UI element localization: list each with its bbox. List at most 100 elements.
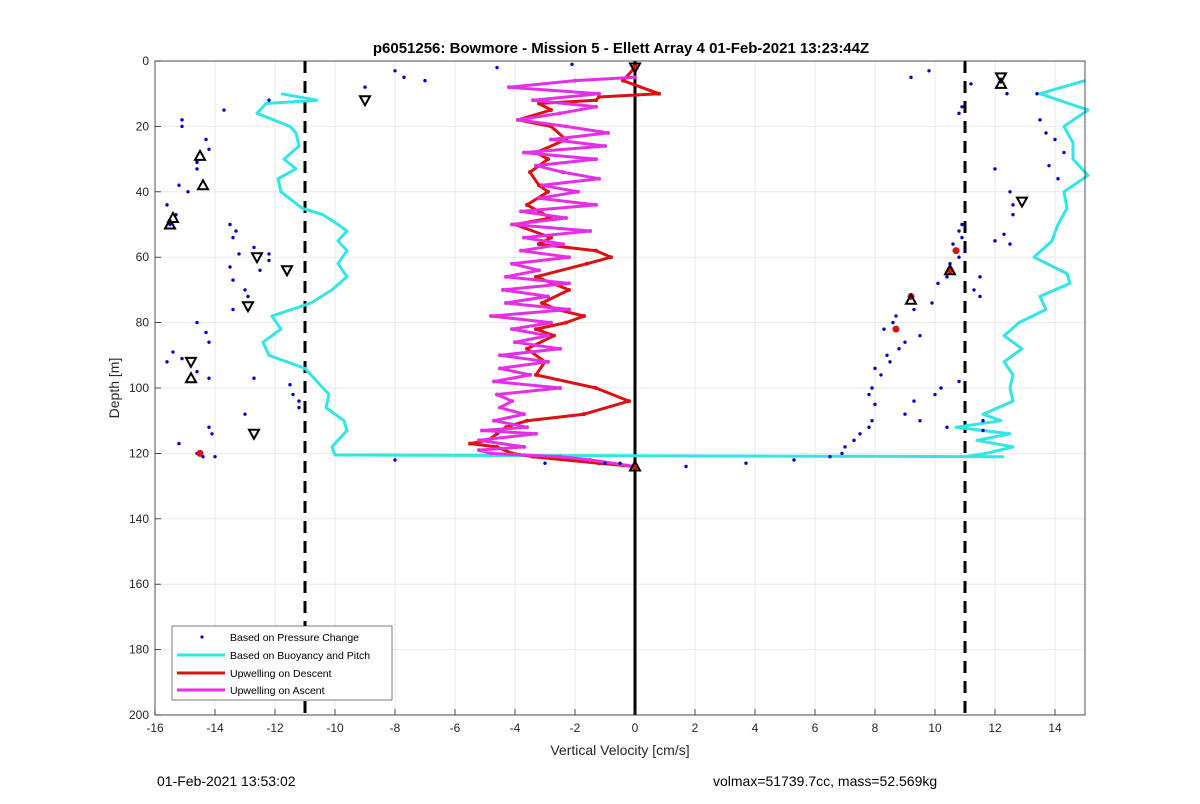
pressure-change-point <box>903 412 907 416</box>
ascent-series-point <box>525 425 529 430</box>
pressure-change-point <box>870 386 874 390</box>
chart-title: p6051256: Bowmore - Mission 5 - Ellett A… <box>373 40 869 57</box>
pressure-change-point <box>867 392 871 397</box>
red-dot-marker <box>196 449 204 457</box>
y-tick-label: 140 <box>129 512 149 526</box>
triangle-up-marker <box>193 148 207 161</box>
y-tick-label: 160 <box>129 577 149 591</box>
pressure-change-point <box>936 281 940 286</box>
ascent-series-point <box>513 340 517 345</box>
pressure-change-point <box>228 222 232 227</box>
ascent-series-point <box>588 457 592 462</box>
triangle-up-marker <box>994 76 1008 89</box>
pressure-change-point <box>267 252 271 256</box>
x-tick-label: -12 <box>266 721 284 735</box>
ascent-series-point <box>606 130 610 135</box>
ascent-series-point <box>546 333 550 338</box>
descent-series-point <box>537 242 541 247</box>
red-dot-marker <box>952 247 960 255</box>
descent-series-point <box>534 372 538 377</box>
y-tick-label: 20 <box>136 119 150 133</box>
descent-series-point <box>534 274 538 279</box>
x-tick-label: 12 <box>988 721 1002 735</box>
descent-series-point <box>549 108 553 113</box>
ascent-series-point <box>531 98 535 103</box>
descent-series-point <box>567 287 571 292</box>
ascent-series-point <box>477 438 481 443</box>
pressure-change-point <box>207 147 211 151</box>
pressure-change-point <box>210 432 214 436</box>
descent-series-point <box>585 261 589 266</box>
pressure-change-point <box>978 294 982 299</box>
pressure-change-point <box>207 340 211 344</box>
descent-series-point <box>537 101 541 106</box>
pressure-change-point <box>957 255 961 259</box>
descent-series-point <box>582 412 586 417</box>
x-tick-label: -14 <box>206 721 224 735</box>
pressure-change-point <box>1002 232 1006 237</box>
ascent-series-point <box>480 428 484 433</box>
legend-label-pressure: Based on Pressure Change <box>230 632 359 644</box>
pressure-change-point <box>840 451 844 456</box>
pressure-change-point <box>879 373 883 377</box>
pressure-change-point <box>684 464 688 469</box>
pressure-change-point <box>252 376 256 380</box>
descent-series-point <box>621 78 625 83</box>
ascent-series-point <box>540 183 544 188</box>
pressure-change-point <box>228 265 232 269</box>
pressure-change-point <box>927 69 931 73</box>
pressure-change-point <box>207 425 211 429</box>
ascent-series-point <box>510 261 514 266</box>
descent-series-point <box>540 300 544 305</box>
pressure-change-point <box>1056 177 1060 181</box>
pressure-change-point <box>231 307 235 312</box>
ascent-series-point <box>489 451 493 456</box>
ascent-series-point <box>561 170 565 175</box>
x-tick-label: 14 <box>1048 721 1062 735</box>
descent-series-point <box>597 94 601 99</box>
x-tick-label: -16 <box>146 721 164 735</box>
ascent-series-point <box>546 294 550 299</box>
pressure-change-point <box>1044 131 1048 135</box>
ascent-series-point <box>510 222 514 227</box>
ascent-series-point <box>519 248 523 253</box>
descent-series-point <box>609 255 613 260</box>
descent-series-point <box>546 189 550 194</box>
ascent-series-point <box>558 346 562 351</box>
ascent-series-point <box>594 104 598 109</box>
ascent-series-point <box>522 412 526 417</box>
triangle-up-marker <box>904 292 918 305</box>
reference-lines <box>303 61 967 715</box>
ascent-series-point <box>594 157 598 162</box>
pressure-change-point <box>951 242 955 246</box>
pressure-change-point <box>204 330 208 335</box>
pressure-change-point <box>858 432 862 436</box>
buoyancy-series-line <box>255 92 1005 459</box>
pressure-change-point <box>204 137 208 142</box>
ascent-series-point <box>477 448 481 453</box>
pressure-change-point <box>903 340 907 344</box>
triangle-up-marker <box>943 263 957 276</box>
pressure-change-point <box>195 320 199 325</box>
pressure-change-point <box>939 386 943 390</box>
footer-timestamp: 01-Feb-2021 13:53:02 <box>157 773 296 789</box>
pressure-change-point <box>1062 150 1066 155</box>
pressure-change-point <box>852 438 856 443</box>
pressure-change-point <box>957 379 961 384</box>
data-series <box>165 62 1090 469</box>
descent-series-point <box>552 333 556 338</box>
ascent-series-point <box>519 209 523 214</box>
pressure-change-point <box>963 248 967 253</box>
triangle-up-marker <box>196 178 210 191</box>
pressure-change-point <box>267 98 271 102</box>
pressure-change-point <box>180 124 184 129</box>
descent-series-point <box>525 418 529 423</box>
pressure-change-point <box>933 392 937 397</box>
pressure-change-point <box>912 307 916 312</box>
ascent-series-point <box>492 418 496 423</box>
triangle-up-marker <box>184 371 198 384</box>
pressure-change-point <box>885 353 889 357</box>
x-tick-label: 10 <box>928 721 942 735</box>
pressure-change-point <box>972 288 976 292</box>
